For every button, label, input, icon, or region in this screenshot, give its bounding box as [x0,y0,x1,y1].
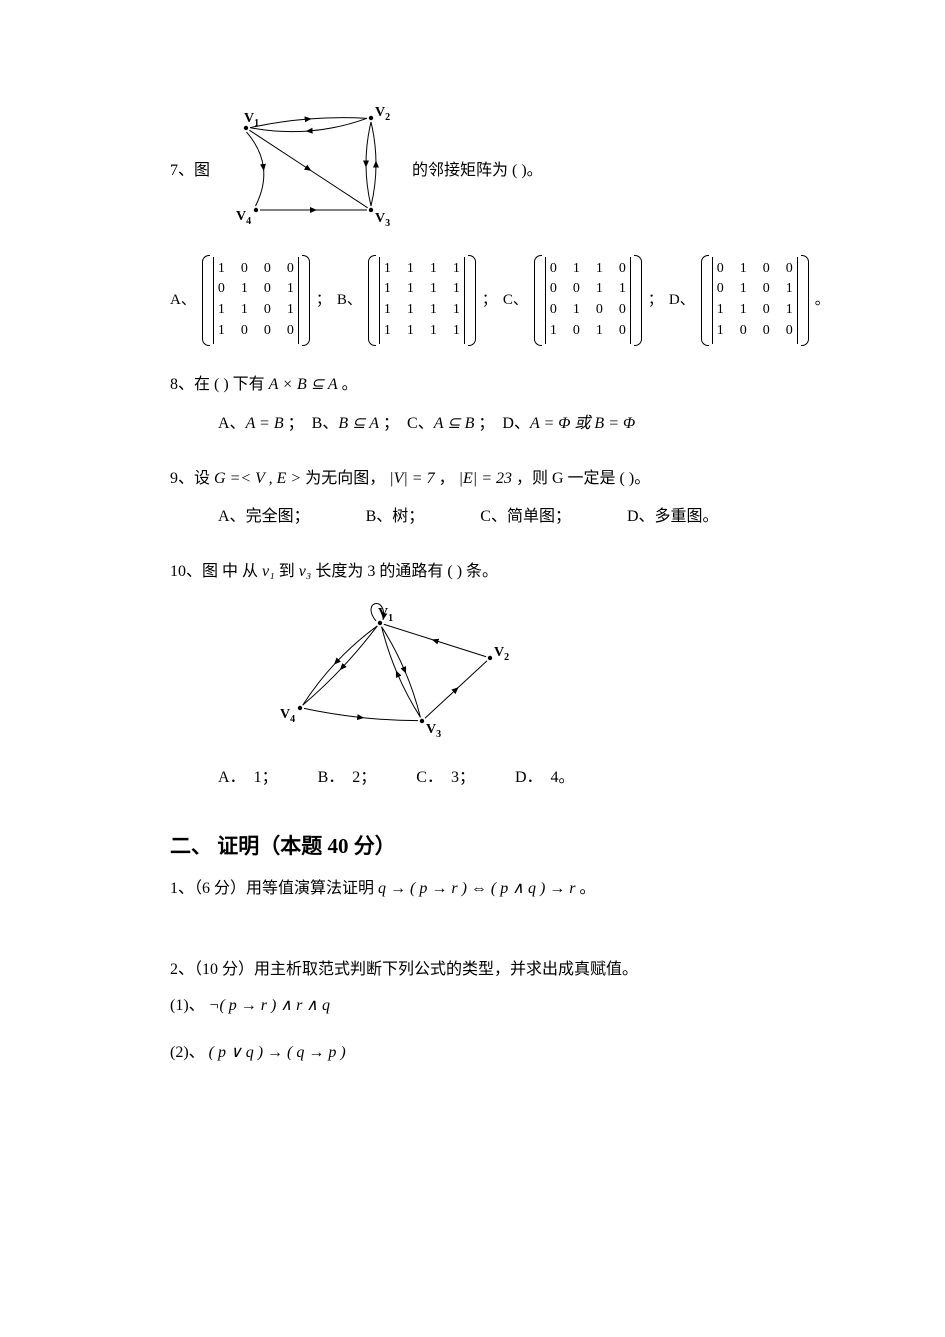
q7-matB: 1111111111111111 [368,255,476,347]
q10-graph-wrap: V1V2V3V4 [170,603,795,754]
question-7: 7、图 V1V2V3V4 的邻接矩阵为 ( )。 A、 100001011101… [170,100,795,346]
q9-optC: 简单图； [507,508,571,525]
q9-t1: 9、设 [170,470,214,487]
proof-2: 2、（10 分）用主析取范式判断下列公式的类型，并求出成真赋值。 (1)、 ¬(… [170,955,795,1068]
q10-optB: 2； [352,769,376,786]
svg-text:V4: V4 [280,707,295,725]
q10-optC: 3； [451,769,475,786]
q8-optD: A = Φ 或 B = Φ [530,415,635,432]
q7-sepA: ； [316,287,331,315]
q10-v3: v₃ [299,563,312,580]
q9-g: G =< V , E > [214,470,301,487]
q9-t2: 为无向图， [305,470,385,487]
q7-after: 的邻接矩阵为 ( )。 [412,156,543,186]
sep: ； [383,415,399,432]
q7-optA-label: A、 [170,287,196,315]
svg-text:V2: V2 [375,105,390,123]
q10-t2: 到 [279,563,299,580]
q9-optD: 多重图。 [655,508,719,525]
question-8: 8、在 ( ) 下有 A × B ⊆ A 。 A、A = B ； B、B ⊆ A… [170,370,795,440]
svg-text:V2: V2 [494,645,509,663]
question-10: 10、图 中 从 v₁ 到 v₃ 长度为 3 的通路有 ( ) 条。 V1V2V… [170,557,795,793]
q9-options: A、完全图； B、树； C、简单图； D、多重图。 [170,501,795,533]
q9-optB: 树； [392,508,424,525]
q7-sepD: 。 [815,287,830,315]
q10-v1: v₁ [262,563,275,580]
svg-text:V4: V4 [236,209,251,227]
q10-optA: 1； [254,769,278,786]
question-9: 9、设 G =< V , E > 为无向图， |V| = 7 ， |E| = 2… [170,464,795,534]
q7-matC: 0110001101001010 [534,255,642,347]
q8-options: A、A = B ； B、B ⊆ A ； C、A ⊆ B ； D、A = Φ 或 … [170,408,795,440]
p2-s2-expr: ( p ∨ q ) → ( q → p ) [209,1044,346,1061]
svg-text:V3: V3 [426,722,441,740]
q8-optB: B ⊆ A [338,415,379,432]
q7-sepB: ； [482,287,497,315]
q10-graph: V1V2V3V4 [280,603,520,743]
q8-optA: A = B [246,415,284,432]
q9-v: |V| = 7 [389,470,434,487]
p2-s1-expr: ¬( p → r ) ∧ r ∧ q [209,997,330,1014]
sep: ； [478,415,494,432]
q10-t1: 10、图 中 从 [170,563,262,580]
q7-optC-label: C、 [503,287,528,315]
p2-label: 2、（10 分）用主析取范式判断下列公式的类型，并求出成真赋值。 [170,955,795,985]
q10-optD: 4。 [551,769,575,786]
p2-s2-label: (2)、 [170,1044,205,1061]
q7-label: 7、图 [170,156,210,186]
q9-e: |E| = 23 [459,470,512,487]
section-2-title: 二、 证明（本题 40 分） [170,830,795,860]
q10-options: A． 1； B． 2； C． 3； D． 4。 [170,762,795,794]
q8-optC: A ⊆ B [434,415,475,432]
q8-before: 8、在 ( ) 下有 [170,376,269,393]
q7-matA: 1000010111011000 [202,255,310,347]
q10-t3: 长度为 3 的通路有 ( ) 条。 [315,563,498,580]
q7-line: 7、图 V1V2V3V4 的邻接矩阵为 ( )。 [170,100,795,241]
q9-t3: ，则 G 一定是 ( )。 [516,470,650,487]
q8-expr: A × B ⊆ A [269,376,338,393]
q7-optD-label: D、 [669,287,695,315]
p1-expr: q → ( p → r ) ⇔ ( p ∧ q ) → r [378,880,575,897]
p2-s1-label: (1)、 [170,997,205,1014]
p1-after: 。 [580,880,596,897]
svg-text:V3: V3 [375,211,390,229]
q9-optA: 完全图； [246,508,310,525]
sep: ； [288,415,304,432]
q8-after: 。 [342,376,358,393]
proof-1: 1、（6 分）用等值演算法证明 q → ( p → r ) ⇔ ( p ∧ q … [170,874,795,904]
q7-matD: 0100010111011000 [701,255,809,347]
q7-matrix-row: A、 1000010111011000 ； B、 111111111111111… [170,255,795,347]
q9-comma: ， [439,470,455,487]
p1-label: 1、（6 分）用等值演算法证明 [170,880,378,897]
q7-graph: V1V2V3V4 [216,100,406,241]
q7-sepC: ； [648,287,663,315]
q7-optB-label: B、 [337,287,362,315]
